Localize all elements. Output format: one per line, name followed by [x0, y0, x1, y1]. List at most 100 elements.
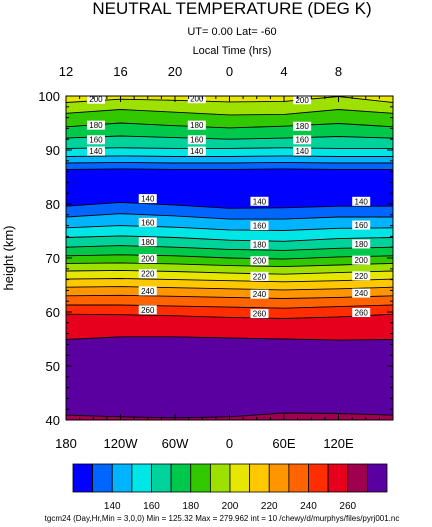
- x-tick-label: 0: [226, 436, 233, 451]
- contour-label-200: 200: [89, 95, 103, 104]
- contour-line-190: [65, 109, 394, 116]
- plot-area: 200 200 200 180 180 180 160 160 160 140 140 140 140 1…: [65, 94, 394, 421]
- contour-label-bg: [250, 309, 269, 319]
- contour-line-200: [65, 262, 394, 268]
- contour-label-200: 200: [190, 95, 204, 104]
- contour-line-260: [65, 313, 394, 319]
- contour-line-240: [65, 294, 394, 299]
- contour-label-160: 160: [355, 221, 369, 230]
- y-tick-label: 90: [46, 143, 60, 158]
- contour-label-180: 180: [141, 238, 155, 247]
- colorbar-box: [131, 463, 152, 493]
- contour-label-140: 140: [141, 195, 155, 204]
- contour-band-6: [65, 155, 394, 164]
- x-tick-label: 60W: [162, 436, 189, 451]
- colorbar-box: [190, 463, 211, 493]
- contour-line-140: [65, 201, 393, 209]
- contour-line-160: [65, 225, 394, 231]
- colorbar-box: [170, 463, 192, 493]
- colorbar-box: [229, 463, 251, 493]
- contour-label-160: 160: [89, 136, 103, 145]
- contour-label-bg: [187, 120, 206, 130]
- contour-label-240: 240: [141, 287, 155, 296]
- contour-label-180: 180: [89, 121, 103, 130]
- contour-label-bg: [138, 269, 157, 279]
- colorbar-box: [327, 463, 349, 493]
- colorbar-box: [209, 463, 231, 493]
- contour-label-140: 140: [89, 147, 103, 156]
- contour-line-220: [65, 278, 394, 283]
- top-tick-label: 12: [59, 64, 73, 79]
- contour-label-160: 160: [141, 218, 155, 227]
- contour-label-200: 200: [295, 96, 309, 105]
- contour-line-230: [65, 286, 394, 291]
- top-tick-label: 8: [335, 64, 342, 79]
- y-tick-label: 80: [46, 197, 60, 212]
- colorbar-label: 180: [182, 501, 199, 512]
- contour-label-bg: [352, 255, 371, 265]
- contour-label-bg: [352, 220, 371, 230]
- contour-label-bg: [86, 135, 105, 145]
- contour-label-220: 220: [355, 272, 369, 281]
- contour-band-22: [65, 336, 394, 419]
- colorbar-box: [111, 463, 133, 493]
- top-tick-label: 0: [226, 64, 233, 79]
- contour-band-21: [65, 313, 394, 341]
- contour-label-bg: [250, 271, 269, 281]
- colorbar-box: [308, 463, 329, 493]
- contour-label-140: 140: [295, 147, 309, 156]
- contour-line-250: [66, 304, 394, 309]
- y-tick-label: 60: [46, 305, 60, 320]
- contour-label-200: 200: [253, 257, 267, 266]
- contour-label-160: 160: [253, 222, 267, 231]
- contour-label-bg: [138, 254, 157, 264]
- y-tick-label: 70: [46, 251, 60, 266]
- contour-label-bg: [352, 308, 371, 318]
- y-tick-label: 50: [46, 359, 60, 374]
- y-tick-label: 100: [38, 89, 60, 104]
- contour-band-5: [65, 147, 394, 157]
- contour-line-160: [65, 147, 393, 149]
- contour-label-200: 200: [141, 255, 155, 264]
- contour-label-240: 240: [355, 289, 369, 298]
- contour-line-170: [65, 135, 394, 140]
- contour-label-bg: [138, 237, 157, 247]
- contour-label-bg: [293, 146, 312, 156]
- contour-label-180: 180: [253, 241, 267, 250]
- contour-label-bg: [86, 94, 105, 104]
- contour-line-140: [65, 161, 393, 164]
- top-tick-label: 20: [168, 64, 182, 79]
- contour-label-180: 180: [295, 122, 309, 131]
- colorbar-label: 140: [104, 501, 121, 512]
- colorbar-box: [347, 463, 368, 493]
- contour-label-bg: [138, 217, 157, 227]
- contour-label-200: 200: [355, 256, 369, 265]
- colorbar-label: 260: [339, 501, 356, 512]
- contour-label-bg: [187, 94, 206, 104]
- colorbar-label: 200: [222, 501, 239, 512]
- contour-line-170: [65, 235, 394, 242]
- x-tick-label: 120E: [323, 436, 354, 451]
- contour-label-bg: [86, 146, 105, 156]
- colorbar-box: [92, 463, 113, 493]
- contour-label-bg: [138, 194, 157, 204]
- contour-lines: [65, 96, 394, 419]
- contour-label-bg: [352, 239, 371, 249]
- top-axis-label: Local Time (hrs): [193, 45, 272, 57]
- y-axis-label: height (km): [1, 225, 16, 290]
- colorbar-label: 220: [261, 501, 278, 512]
- colorbar-box: [249, 463, 270, 493]
- colorbar-label: 160: [143, 501, 160, 512]
- contour-label-bg: [138, 305, 157, 315]
- chart-title: NEUTRAL TEMPERATURE (DEG K): [92, 0, 371, 18]
- colorbar-box: [288, 463, 309, 493]
- footer-text: tgcm24 (Day,Hr,Min = 3,0,0) Min = 125.32…: [45, 514, 400, 523]
- x-tick-label: 120W: [104, 436, 139, 451]
- contour-label-bg: [293, 135, 312, 145]
- contour-label-bg: [293, 121, 312, 131]
- contour-label-bg: [86, 120, 105, 130]
- contour-label-220: 220: [141, 270, 155, 279]
- contour-label-bg: [250, 289, 269, 299]
